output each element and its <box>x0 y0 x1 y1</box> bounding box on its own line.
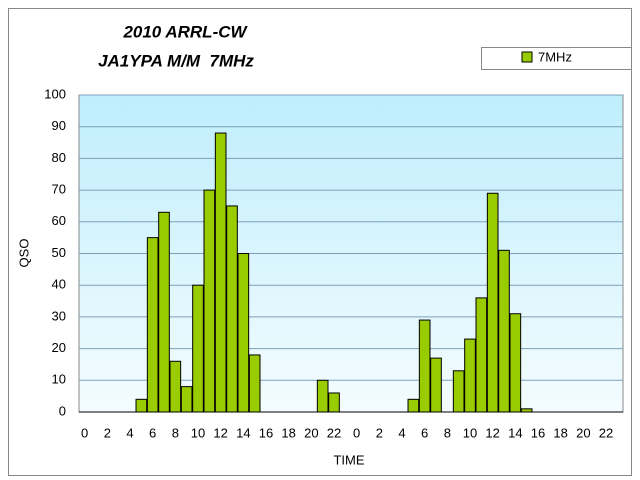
bar <box>498 249 510 413</box>
x-tick-label: 16 <box>531 425 545 440</box>
bar <box>237 253 250 413</box>
x-tick-label: 10 <box>463 425 477 440</box>
x-tick-label: 8 <box>444 425 451 440</box>
bar <box>407 398 420 413</box>
y-tick-label: 0 <box>59 403 66 418</box>
y-tick-label: 60 <box>52 213 66 228</box>
x-tick-label: 18 <box>281 425 295 440</box>
y-axis-label: QSO <box>16 239 31 268</box>
y-tick-label: 40 <box>52 277 66 292</box>
x-tick-label: 4 <box>398 425 405 440</box>
x-tick-label: 14 <box>236 425 250 440</box>
x-axis-label: TIME <box>333 452 364 467</box>
legend-label: 7MHz <box>538 49 572 64</box>
bar <box>214 132 227 413</box>
bar <box>146 237 159 413</box>
x-tick-label: 6 <box>421 425 428 440</box>
x-tick-label: 22 <box>327 425 341 440</box>
bar <box>316 379 329 413</box>
y-tick-label: 50 <box>52 245 66 260</box>
y-tick-label: 30 <box>52 308 66 323</box>
bar <box>248 354 261 413</box>
y-tick-label: 10 <box>52 372 66 387</box>
bar <box>430 357 442 413</box>
bar <box>180 386 193 413</box>
legend-swatch <box>521 51 533 63</box>
bar <box>169 360 182 413</box>
bar <box>464 338 476 413</box>
x-tick-label: 16 <box>259 425 273 440</box>
bar <box>509 313 522 413</box>
x-tick-label: 8 <box>172 425 179 440</box>
bar <box>226 205 238 413</box>
x-tick-label: 6 <box>149 425 156 440</box>
x-tick-label: 14 <box>508 425 522 440</box>
bar <box>452 370 465 413</box>
chart-subtitle: JA1YPA M/M 7MHz <box>98 51 254 70</box>
x-tick-label: 0 <box>353 425 360 440</box>
x-tick-label: 2 <box>376 425 383 440</box>
y-tick-label: 80 <box>52 150 66 165</box>
bar <box>328 392 340 413</box>
x-tick-label: 0 <box>81 425 88 440</box>
x-tick-label: 10 <box>191 425 205 440</box>
bar <box>135 398 148 413</box>
y-tick-label: 90 <box>52 118 66 133</box>
bar <box>486 192 499 413</box>
x-tick-label: 20 <box>576 425 590 440</box>
x-tick-label: 12 <box>485 425 499 440</box>
chart-title: 2010 ARRL-CW <box>122 22 248 41</box>
bar <box>203 189 216 413</box>
y-tick-label: 20 <box>52 340 66 355</box>
x-tick-label: 18 <box>553 425 567 440</box>
y-tick-label: 70 <box>52 182 66 197</box>
x-tick-label: 4 <box>126 425 133 440</box>
x-tick-label: 2 <box>104 425 111 440</box>
bar <box>475 297 488 413</box>
x-tick-label: 22 <box>599 425 613 440</box>
bar <box>158 211 170 413</box>
legend-box <box>481 47 632 70</box>
bar <box>192 284 204 413</box>
y-tick-label: 100 <box>44 86 66 101</box>
bar <box>418 319 431 413</box>
x-tick-label: 20 <box>304 425 318 440</box>
x-tick-label: 12 <box>213 425 227 440</box>
